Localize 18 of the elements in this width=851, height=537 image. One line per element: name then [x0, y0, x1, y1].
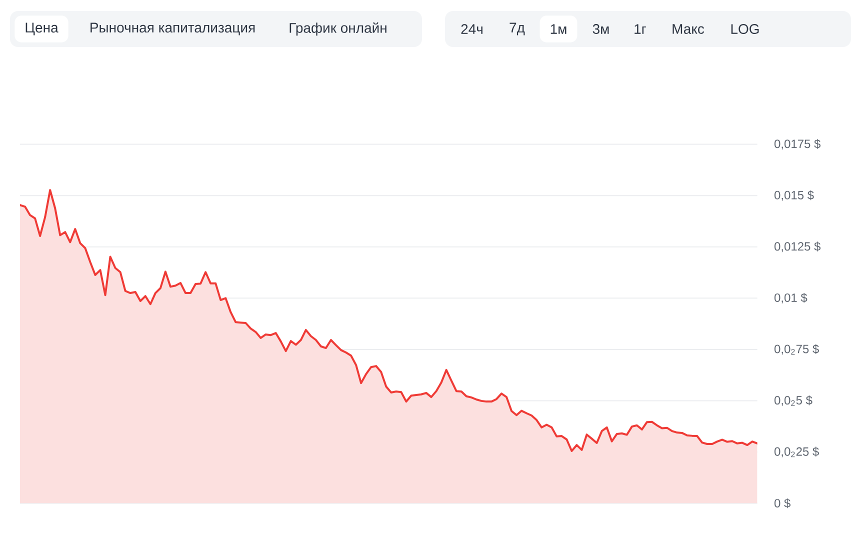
text: 7д [510, 22, 525, 36]
y-tick-label: 0,0175 $ [774, 139, 821, 150]
text: LOG [731, 24, 759, 34]
y-tick-label: 0,015 $ [774, 190, 814, 201]
y-tick-label: 0 $ [774, 498, 790, 508]
y-tick-label: 0,0$_{2}$25 $ [774, 446, 819, 458]
text: 3м [592, 24, 609, 34]
y-tick-label: 0,0125 $ [774, 242, 821, 252]
text: Рыночная капитализация [90, 22, 255, 36]
text: Цена [26, 22, 58, 36]
text: 24ч [461, 24, 482, 34]
text: 1м [550, 24, 566, 34]
text: 1г [634, 24, 646, 34]
y-tick-label: 0,0$_{2}$5 $ [774, 396, 812, 406]
text: Макс [672, 24, 704, 34]
y-tick-label: 0,0$_{2}$75 $ [774, 344, 819, 355]
y-tick-label: 0,01 $ [774, 292, 808, 304]
text: График онлайн [290, 22, 386, 36]
